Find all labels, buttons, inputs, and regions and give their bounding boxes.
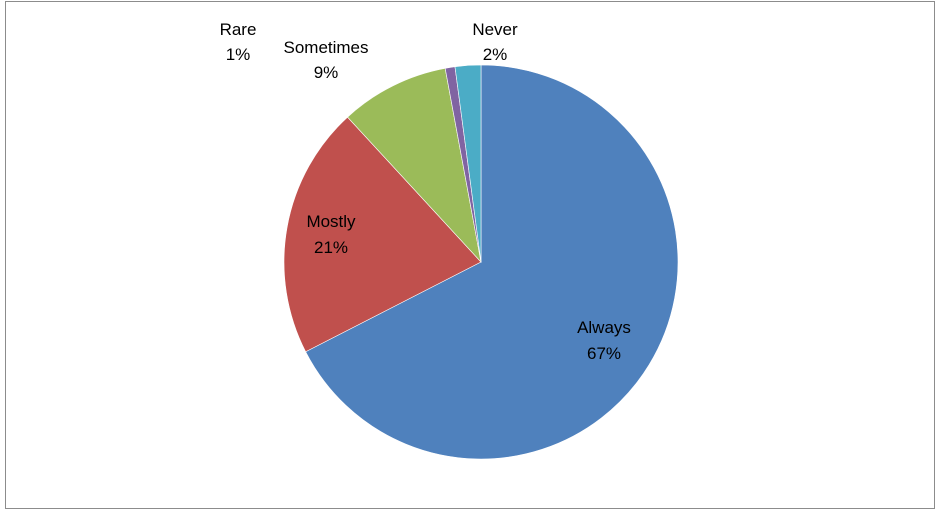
slice-percent-mostly: 21%: [314, 238, 348, 257]
slice-label-sometimes: Sometimes: [283, 38, 368, 57]
pie-slice-sometimes: [347, 67, 482, 263]
pie-slice-mostly: [283, 116, 482, 353]
pie-labels: Always 67% Mostly 21% Sometimes 9% Rare 1% Never…: [220, 20, 631, 363]
slice-label-rare: Rare: [220, 20, 257, 39]
slice-percent-never: 2%: [483, 45, 508, 64]
pie-slice-never: [454, 64, 482, 263]
slice-label-mostly: Mostly: [306, 212, 356, 231]
slice-percent-always: 67%: [587, 344, 621, 363]
slice-percent-rare: 1%: [226, 45, 251, 64]
pie-slice-always: [305, 64, 679, 460]
slice-label-never: Never: [472, 20, 518, 39]
slice-percent-sometimes: 9%: [314, 63, 339, 82]
slice-label-always: Always: [577, 318, 631, 337]
pie-slices: [283, 64, 679, 460]
